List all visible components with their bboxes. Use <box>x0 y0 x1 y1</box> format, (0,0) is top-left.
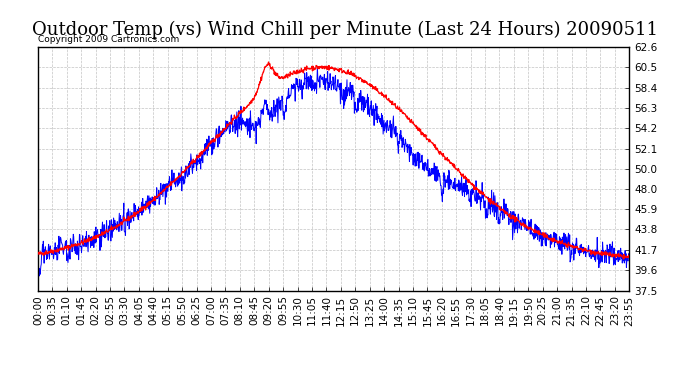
Text: Copyright 2009 Cartronics.com: Copyright 2009 Cartronics.com <box>38 36 179 45</box>
Text: Outdoor Temp (vs) Wind Chill per Minute (Last 24 Hours) 20090511: Outdoor Temp (vs) Wind Chill per Minute … <box>32 21 658 39</box>
